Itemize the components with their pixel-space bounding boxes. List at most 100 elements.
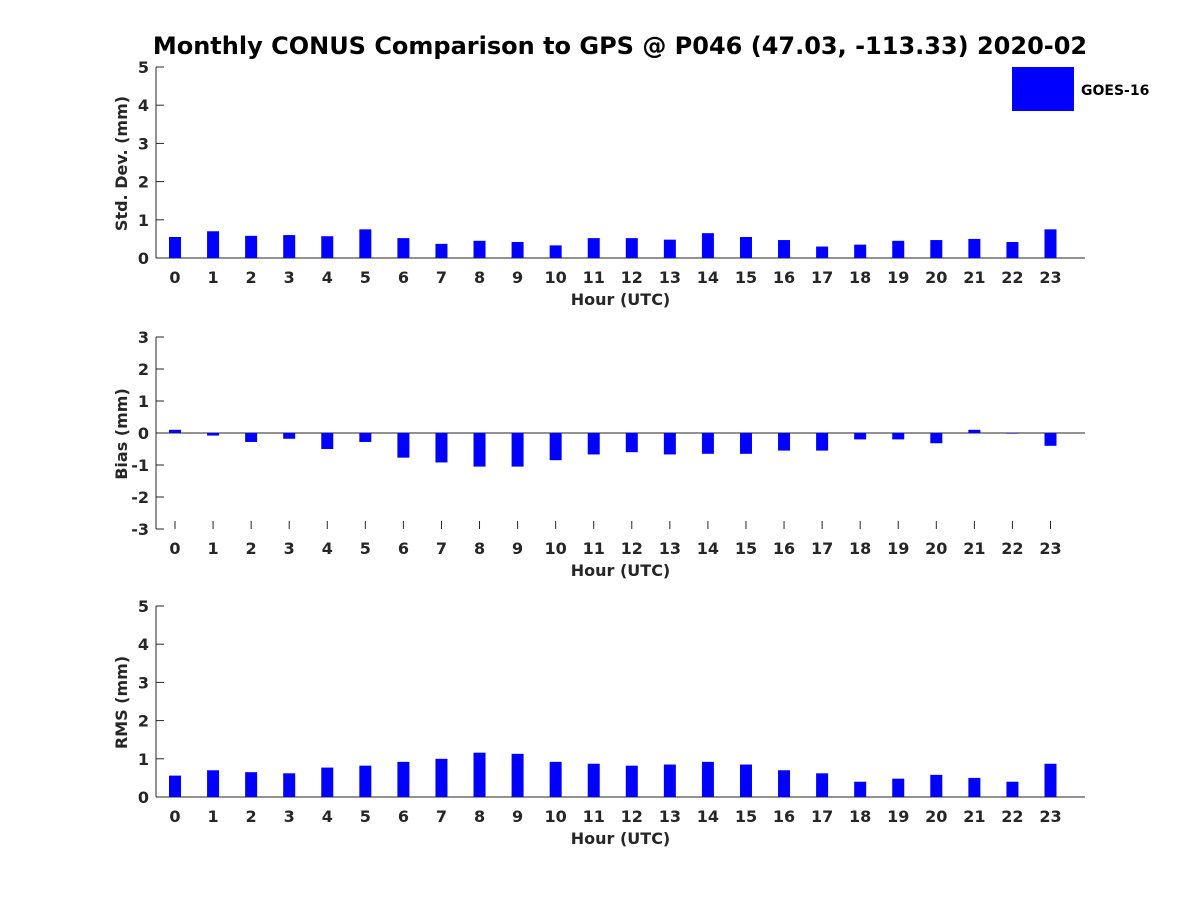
bar-hour-9 [511,753,524,797]
bar-hour-2 [245,433,258,442]
bar-hour-21 [968,238,981,258]
bar-hour-12 [625,238,638,258]
y-tick-label: 1 [138,211,149,230]
chart-title: Monthly CONUS Comparison to GPS @ P046 (… [153,32,1087,60]
x-tick-label: 8 [474,268,485,287]
y-tick-label: 5 [138,58,149,77]
x-tick-label: 16 [773,807,795,826]
x-tick-label: 9 [512,268,523,287]
x-tick-label: 11 [583,539,605,558]
x-tick-label: 20 [925,539,947,558]
bar-hour-15 [739,236,752,258]
legend-label: GOES-16 [1081,83,1149,99]
bar-hour-0 [169,775,181,797]
bar-hour-3 [283,433,296,439]
x-tick-label: 16 [773,539,795,558]
x-tick-label: 20 [925,807,947,826]
y-axis-label: Bias (mm) [112,388,131,480]
x-tick-label: 3 [284,807,295,826]
x-tick-label: 22 [1001,539,1023,558]
y-tick-label: 3 [138,134,149,153]
bar-hour-1 [207,433,220,436]
x-tick-label: 13 [659,539,681,558]
x-tick-label: 8 [474,539,485,558]
bar-hour-10 [549,761,562,797]
y-tick-label: 1 [138,392,149,411]
bar-hour-16 [778,770,791,797]
x-tick-label: 7 [436,807,447,826]
bar-hour-14 [701,761,714,797]
x-tick-label: 22 [1001,807,1023,826]
bar-hour-2 [245,235,258,258]
x-tick-label: 1 [207,539,218,558]
bar-hour-5 [359,765,372,797]
bar-hour-20 [930,240,943,258]
bar-hour-9 [511,433,524,467]
x-tick-label: 5 [360,539,371,558]
x-tick-label: 9 [512,539,523,558]
bar-hour-7 [435,433,448,463]
x-tick-label: 22 [1001,268,1023,287]
y-tick-label: 3 [138,328,149,347]
bar-hour-17 [816,246,829,258]
x-tick-label: 14 [697,268,719,287]
x-tick-label: 15 [735,539,757,558]
x-tick-label: 15 [735,807,757,826]
x-tick-label: 6 [398,539,409,558]
bar-hour-6 [397,238,410,258]
bar-hour-19 [892,240,905,258]
x-tick-label: 4 [322,539,333,558]
bar-hour-11 [587,763,600,797]
x-tick-label: 10 [545,539,567,558]
y-tick-label: 4 [138,96,149,115]
x-tick-label: 14 [697,807,719,826]
x-tick-label: 19 [887,807,909,826]
x-tick-label: 21 [963,268,985,287]
bar-hour-0 [169,429,181,433]
x-tick-label: 10 [545,807,567,826]
bar-hour-4 [321,433,334,449]
bar-hour-13 [663,433,676,455]
bar-hour-7 [435,758,448,797]
y-tick-label: -3 [131,520,149,539]
bar-hour-22 [1006,781,1019,797]
x-tick-label: 3 [284,539,295,558]
x-tick-label: 21 [963,539,985,558]
y-tick-label: 0 [138,249,149,268]
bar-hour-21 [968,429,981,433]
bar-hour-5 [359,229,372,258]
bar-hour-14 [701,233,714,258]
x-tick-label: 23 [1039,539,1061,558]
x-tick-label: 7 [436,268,447,287]
x-tick-label: 4 [322,807,333,826]
x-tick-label: 15 [735,268,757,287]
x-tick-label: 3 [284,268,295,287]
y-tick-label: 2 [138,360,149,379]
bar-hour-8 [473,240,486,258]
y-tick-label: -2 [131,488,149,507]
x-tick-label: 19 [887,268,909,287]
bar-hour-10 [549,245,562,258]
x-tick-label: 0 [169,268,180,287]
x-tick-label: 18 [849,539,871,558]
x-tick-label: 23 [1039,807,1061,826]
x-tick-label: 12 [621,268,643,287]
y-tick-label: 3 [138,673,149,692]
bar-hour-19 [892,778,905,797]
x-tick-label: 20 [925,268,947,287]
x-tick-label: 11 [583,807,605,826]
x-tick-label: 1 [207,807,218,826]
bar-hour-18 [854,781,867,797]
y-tick-label: 4 [138,635,149,654]
x-tick-label: 10 [545,268,567,287]
bar-hour-12 [625,765,638,797]
bar-hour-17 [816,773,829,797]
bar-hour-17 [816,433,829,451]
bar-hour-7 [435,243,448,258]
y-tick-label: -1 [131,456,149,475]
x-tick-label: 17 [811,268,833,287]
x-axis-label: Hour (UTC) [571,561,671,580]
